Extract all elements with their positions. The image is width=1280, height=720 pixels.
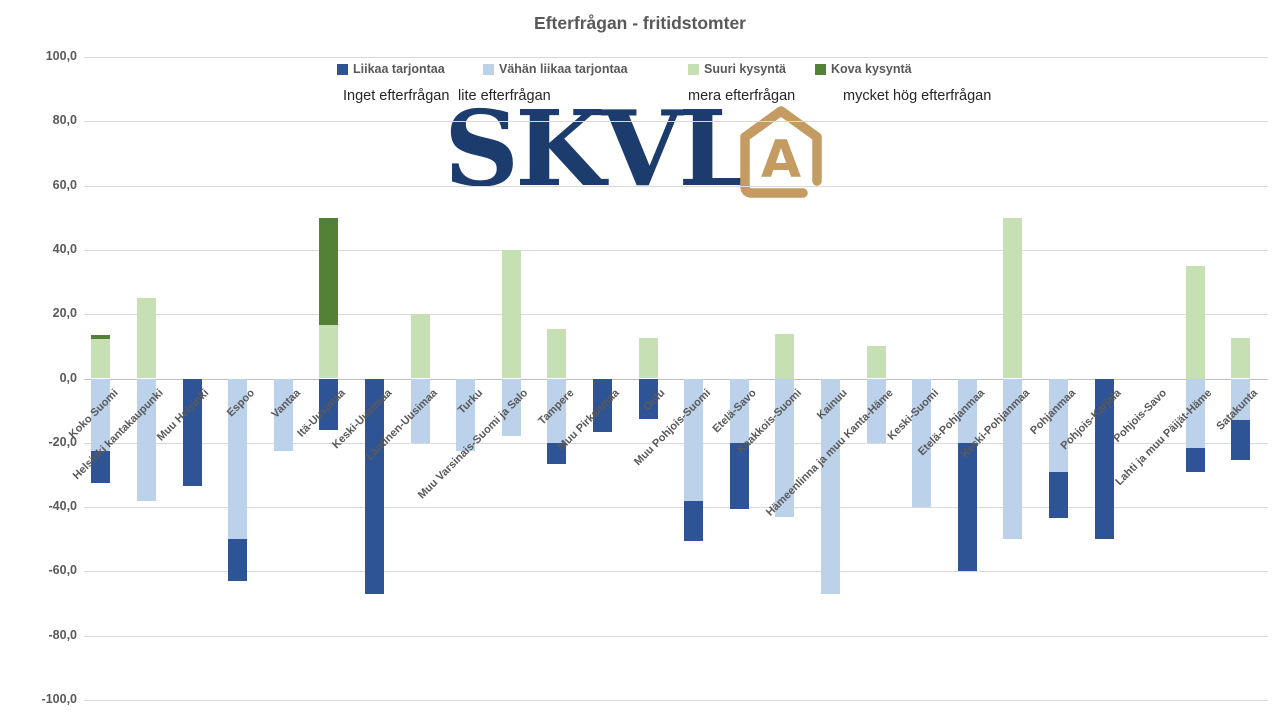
y-axis-tick-label: 60,0: [52, 177, 77, 192]
legend-item-suuri-kysynta: Suuri kysyntä: [688, 62, 786, 76]
bar-segment-19-v-h-n-liikaa-tarjontaa: [957, 378, 977, 443]
bar-segment-8-v-h-n-liikaa-tarjontaa: [456, 378, 476, 451]
bar-segment-5-kova-kysynt-: [319, 217, 339, 325]
legend-sublabel-inget: Inget efterfrågan: [343, 88, 450, 104]
legend-label: Vähän liikaa tarjontaa: [499, 62, 628, 76]
bar-segment-10-liikaa-tarjontaa: [547, 442, 567, 465]
y-axis-tick-label: -100,0: [41, 691, 77, 706]
bar-segment-6-liikaa-tarjontaa: [364, 378, 384, 594]
chart-title: Efterfrågan - fritidstomter: [534, 13, 746, 33]
bar-segment-10-suuri-kysynt-: [547, 328, 567, 379]
y-axis-tick-label: -60,0: [48, 563, 78, 578]
bar-segment-24-suuri-kysynt-: [1185, 266, 1205, 379]
legend-swatch-dark-blue: [337, 63, 348, 75]
legend-swatch-light-green: [688, 63, 699, 75]
bar-segment-2-liikaa-tarjontaa: [182, 378, 202, 486]
bar-segment-5-liikaa-tarjontaa: [319, 378, 339, 430]
bar-segment-16-v-h-n-liikaa-tarjontaa: [820, 378, 840, 594]
gridline: [84, 185, 1268, 187]
y-axis-tick-label: 0,0: [59, 370, 77, 385]
bar-segment-25-liikaa-tarjontaa: [1231, 420, 1251, 461]
gridline: [84, 57, 1268, 59]
legend-item-kova-kysynta: Kova kysyntä: [815, 62, 912, 76]
gridline: [84, 314, 1268, 316]
legend-swatch-dark-green: [815, 63, 826, 75]
bar-segment-20-suuri-kysynt-: [1003, 217, 1023, 379]
gridline: [84, 635, 1268, 637]
legend-item-vahan-liikaa-tarjontaa: Vähän liikaa tarjontaa: [483, 62, 628, 76]
bar-segment-0-suuri-kysynt-: [91, 339, 111, 379]
bar-segment-13-liikaa-tarjontaa: [684, 500, 704, 541]
legend-sublabel-mycket: mycket hög efterfrågan: [843, 88, 992, 104]
gridline: [84, 121, 1268, 123]
bar-segment-5-suuri-kysynt-: [319, 324, 339, 379]
bar-segment-0-liikaa-tarjontaa: [91, 450, 111, 483]
bar-segment-15-suuri-kysynt-: [775, 333, 795, 379]
gridline: [84, 507, 1268, 509]
skvl-logo-house-icon: A: [740, 106, 822, 198]
bar-segment-21-liikaa-tarjontaa: [1048, 471, 1068, 519]
bar-segment-7-v-h-n-liikaa-tarjontaa: [410, 378, 430, 443]
y-axis-tick-label: -40,0: [48, 499, 78, 514]
gridline: [84, 700, 1268, 701]
legend-label: Liikaa tarjontaa: [353, 62, 445, 76]
bar-segment-13-v-h-n-liikaa-tarjontaa: [684, 378, 704, 501]
skvl-logo-letter: A: [761, 130, 801, 190]
bar-segment-1-suuri-kysynt-: [136, 298, 156, 379]
legend-sublabel-lite: lite efterfrågan: [458, 88, 551, 104]
bar-segment-17-suuri-kysynt-: [866, 346, 886, 379]
legend-item-liikaa-tarjontaa: Liikaa tarjontaa: [337, 62, 445, 76]
bar-segment-9-v-h-n-liikaa-tarjontaa: [501, 378, 521, 437]
bar-segment-7-suuri-kysynt-: [410, 314, 430, 379]
bar-segment-0-kova-kysynt-: [91, 335, 111, 340]
gridline: [84, 249, 1268, 251]
bar-segment-3-liikaa-tarjontaa: [228, 539, 248, 581]
bar-segment-22-liikaa-tarjontaa: [1094, 378, 1114, 540]
bar-segment-21-v-h-n-liikaa-tarjontaa: [1048, 378, 1068, 472]
legend-swatch-light-blue: [483, 63, 494, 75]
gridline: [84, 442, 1268, 444]
bar-segment-24-v-h-n-liikaa-tarjontaa: [1185, 378, 1205, 448]
bar-segment-3-v-h-n-liikaa-tarjontaa: [228, 378, 248, 540]
bar-segment-19-liikaa-tarjontaa: [957, 442, 977, 572]
legend-label: Suuri kysyntä: [704, 62, 786, 76]
bar-segment-12-suuri-kysynt-: [638, 338, 658, 379]
bar-segment-11-liikaa-tarjontaa: [592, 378, 612, 433]
bar-segment-9-suuri-kysynt-: [501, 249, 521, 379]
bar-segment-25-suuri-kysynt-: [1231, 338, 1251, 379]
bar-segment-0-v-h-n-liikaa-tarjontaa: [91, 378, 111, 451]
y-axis-tick-label: 100,0: [45, 49, 77, 64]
bar-segment-14-liikaa-tarjontaa: [729, 442, 749, 509]
skvl-logo-text: SKVL: [444, 87, 751, 210]
legend-sublabel-mera: mera efterfrågan: [688, 88, 796, 104]
gridline: [84, 571, 1268, 573]
zero-axis-line: [84, 378, 1268, 380]
y-axis-tick-label: 20,0: [52, 306, 77, 321]
y-axis-tick-label: -20,0: [48, 434, 78, 449]
bar-segment-12-liikaa-tarjontaa: [638, 378, 658, 419]
y-axis-tick-label: 80,0: [52, 113, 77, 128]
legend-label: Kova kysyntä: [831, 62, 912, 76]
bar-segment-24-liikaa-tarjontaa: [1185, 447, 1205, 472]
bar-segment-15-v-h-n-liikaa-tarjontaa: [775, 378, 795, 517]
y-axis-tick-label: 40,0: [52, 241, 77, 256]
bar-segment-18-v-h-n-liikaa-tarjontaa: [912, 378, 932, 508]
bar-segment-20-v-h-n-liikaa-tarjontaa: [1003, 378, 1023, 540]
bar-segment-4-v-h-n-liikaa-tarjontaa: [273, 378, 293, 451]
bar-segment-17-v-h-n-liikaa-tarjontaa: [866, 378, 886, 443]
bar-segment-10-v-h-n-liikaa-tarjontaa: [547, 378, 567, 443]
bar-segment-14-v-h-n-liikaa-tarjontaa: [729, 378, 749, 443]
bar-segment-1-v-h-n-liikaa-tarjontaa: [136, 378, 156, 501]
y-axis-tick-label: -80,0: [48, 627, 78, 642]
bar-segment-25-v-h-n-liikaa-tarjontaa: [1231, 378, 1251, 421]
